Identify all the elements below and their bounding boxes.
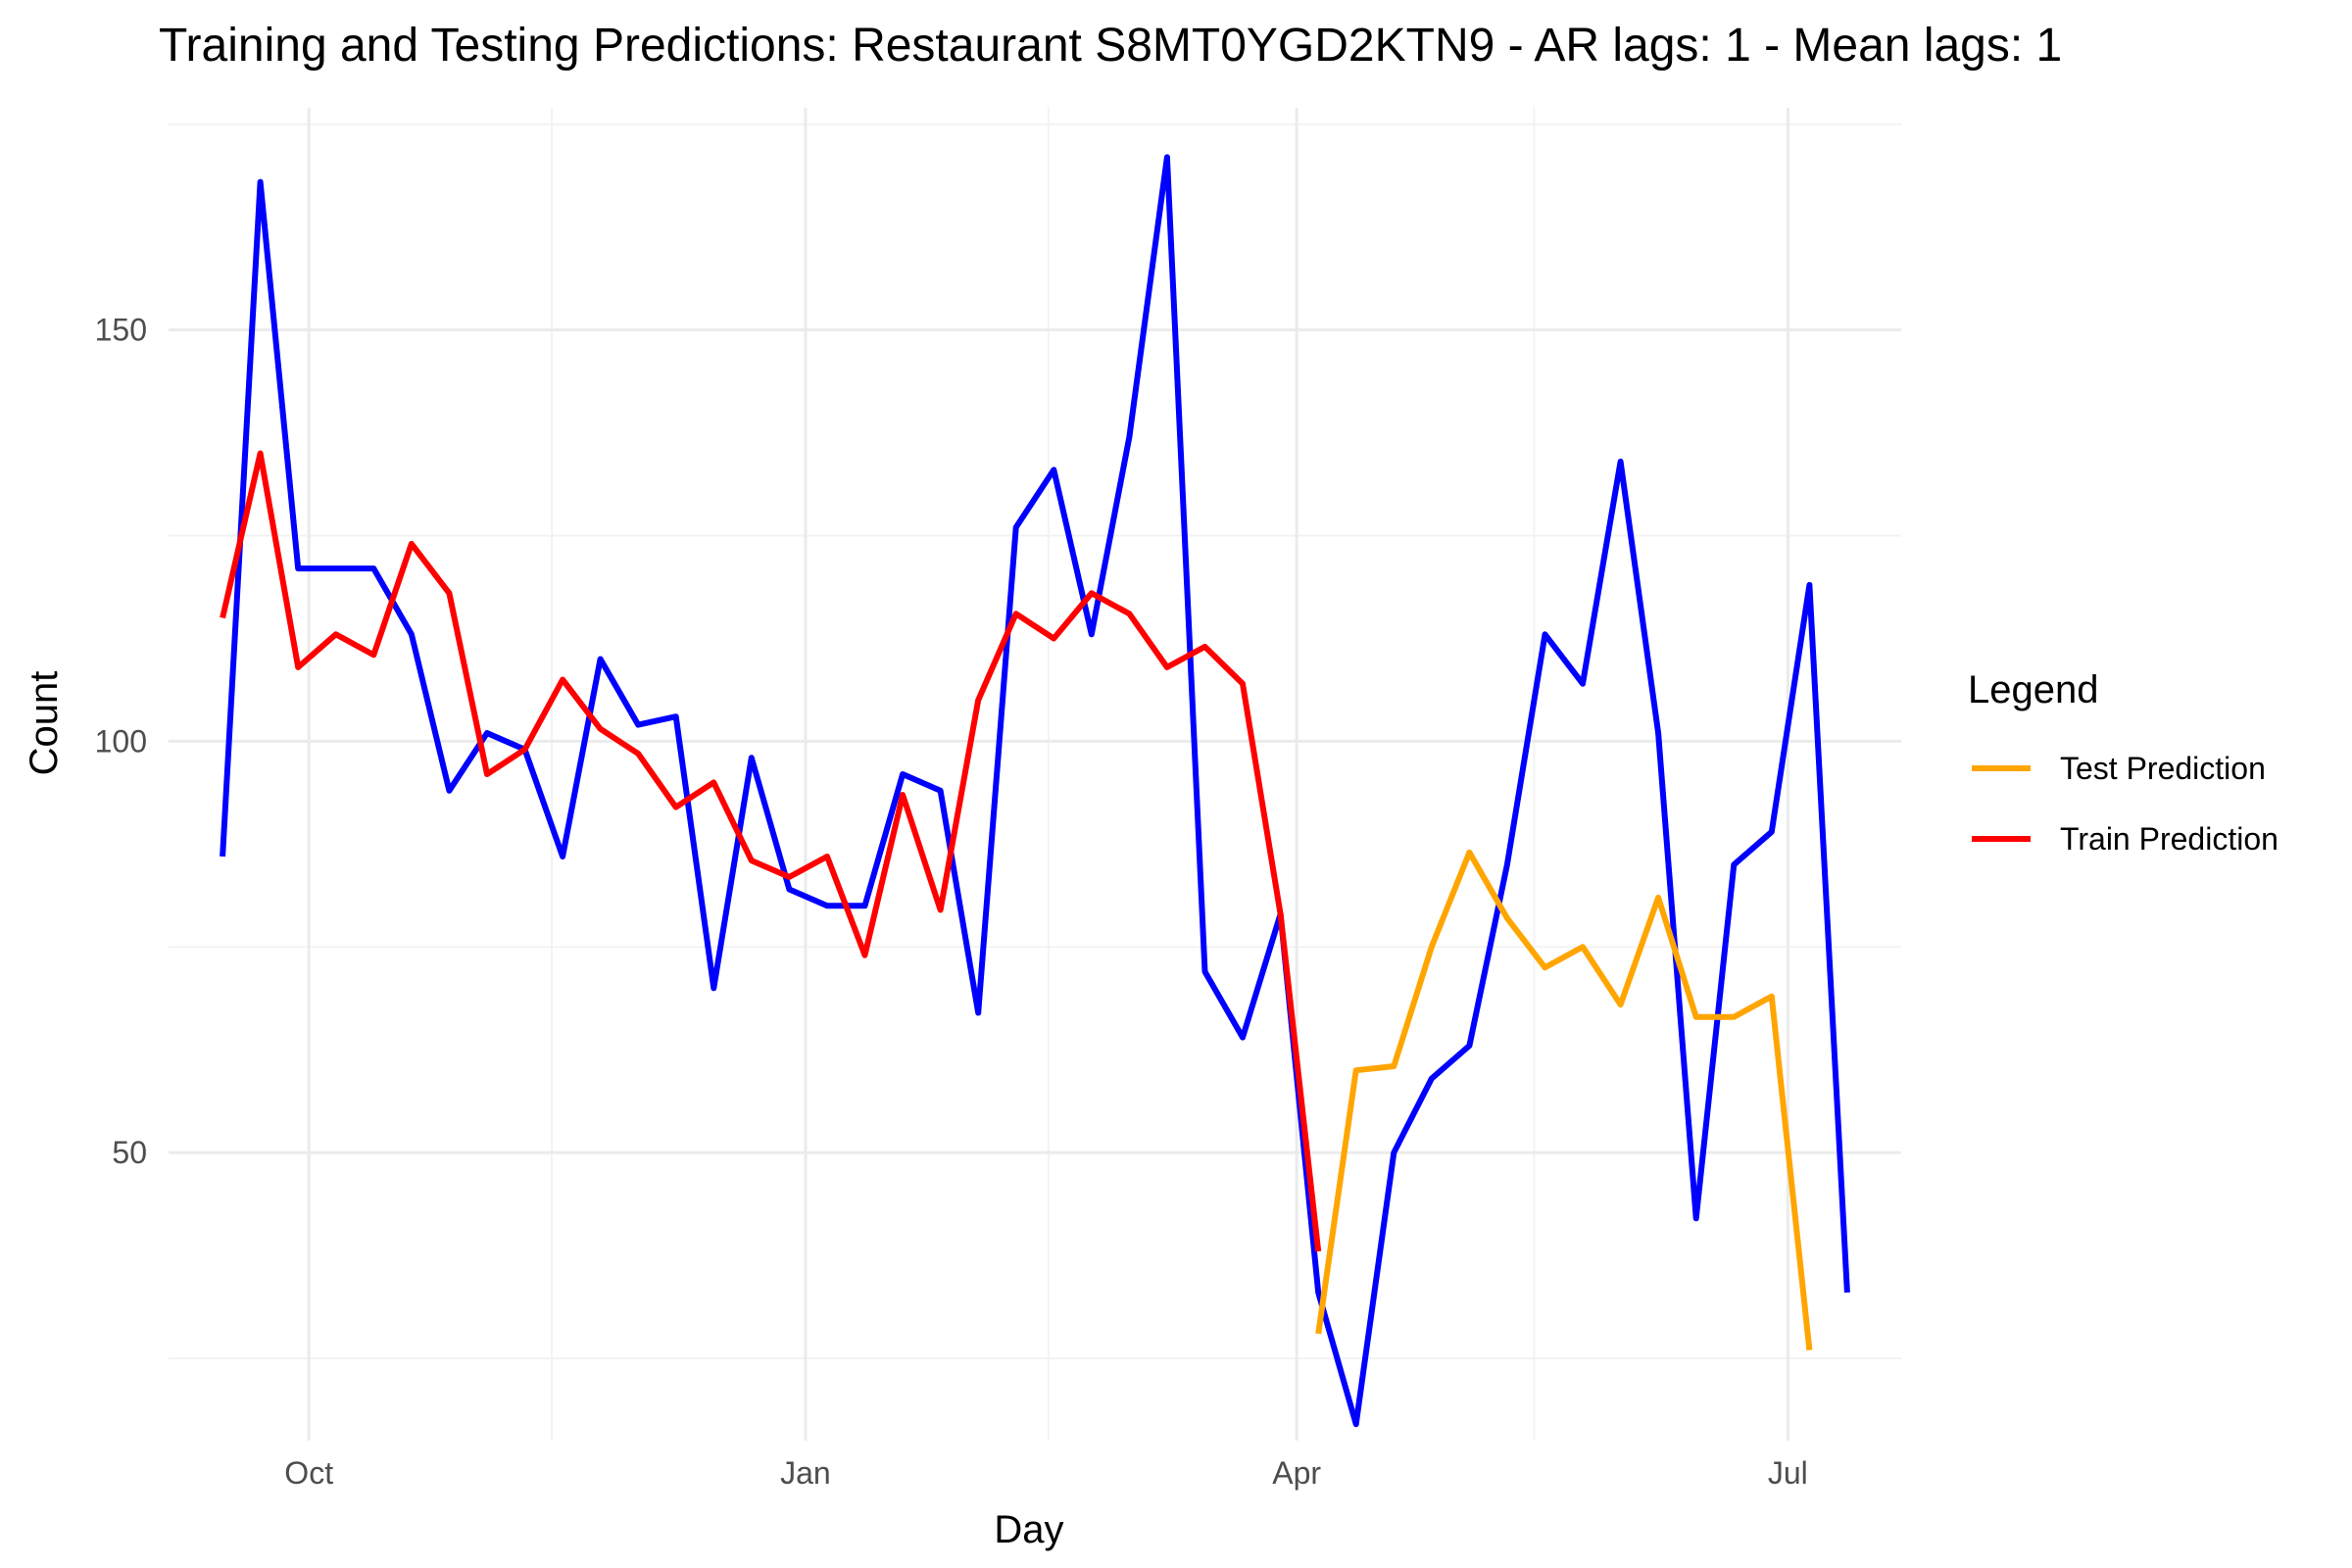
y-tick-label: 50 xyxy=(112,1135,147,1170)
x-tick-label: Jul xyxy=(1768,1455,1808,1491)
x-axis-ticks: Oct Jan Apr Jul xyxy=(284,1455,1807,1491)
x-tick-label: Jan xyxy=(780,1455,831,1491)
x-tick-label: Oct xyxy=(284,1455,333,1491)
legend-title: Legend xyxy=(1968,668,2098,711)
y-axis-ticks: 50 100 150 xyxy=(95,313,147,1171)
observed-line xyxy=(220,154,1850,1428)
plot-series xyxy=(220,154,1850,1428)
y-axis-title: Count xyxy=(23,671,66,776)
legend-label: Test Prediction xyxy=(2060,751,2266,786)
y-tick-label: 150 xyxy=(95,313,147,348)
grid xyxy=(169,108,1901,1441)
y-tick-label: 100 xyxy=(95,723,147,759)
x-tick-label: Apr xyxy=(1272,1455,1321,1491)
train-prediction-line xyxy=(220,450,1322,1252)
test-prediction-line xyxy=(1315,849,1813,1351)
legend: Legend Test Prediction Train Prediction xyxy=(1968,668,2278,857)
chart-title: Training and Testing Predictions: Restau… xyxy=(159,20,2062,72)
x-axis-title: Day xyxy=(994,1508,1063,1551)
legend-label: Train Prediction xyxy=(2060,821,2278,857)
